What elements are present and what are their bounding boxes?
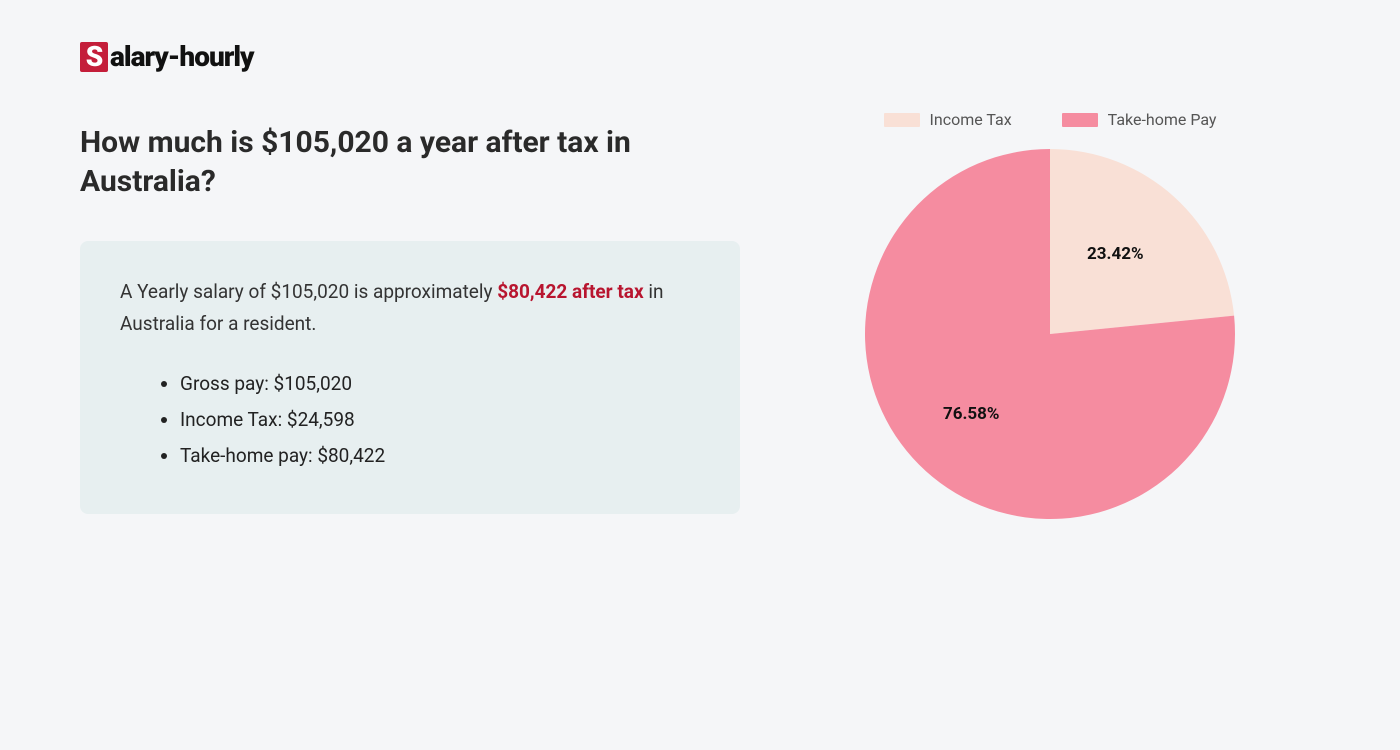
slice-label-take-home: 76.58% (943, 404, 1000, 424)
pie-chart: 23.42% 76.58% (860, 144, 1240, 524)
summary-pre: A Yearly salary of $105,020 is approxima… (120, 280, 497, 303)
pie-svg (860, 144, 1240, 524)
slice-label-income-tax: 23.42% (1087, 244, 1144, 264)
legend-label: Take-home Pay (1108, 110, 1217, 129)
legend-label: Income Tax (930, 110, 1012, 129)
legend-item-take-home: Take-home Pay (1062, 110, 1217, 129)
summary-highlight: $80,422 after tax (497, 280, 643, 303)
right-column: Income Tax Take-home Pay 23.42% 76.58% (780, 40, 1320, 710)
logo-text: alary-hourly (110, 40, 254, 73)
logo-badge: S (80, 42, 108, 72)
chart-legend: Income Tax Take-home Pay (884, 110, 1217, 129)
legend-swatch (884, 113, 920, 127)
list-item: Income Tax: $24,598 (180, 402, 700, 438)
breakdown-list: Gross pay: $105,020 Income Tax: $24,598 … (120, 366, 700, 474)
site-logo: Salary-hourly (80, 40, 740, 73)
left-column: Salary-hourly How much is $105,020 a yea… (80, 40, 780, 710)
page-container: Salary-hourly How much is $105,020 a yea… (0, 0, 1400, 750)
list-item: Take-home pay: $80,422 (180, 438, 700, 474)
legend-swatch (1062, 113, 1098, 127)
list-item: Gross pay: $105,020 (180, 366, 700, 402)
page-title: How much is $105,020 a year after tax in… (80, 123, 700, 201)
legend-item-income-tax: Income Tax (884, 110, 1012, 129)
summary-sentence: A Yearly salary of $105,020 is approxima… (120, 276, 700, 341)
summary-infobox: A Yearly salary of $105,020 is approxima… (80, 241, 740, 514)
